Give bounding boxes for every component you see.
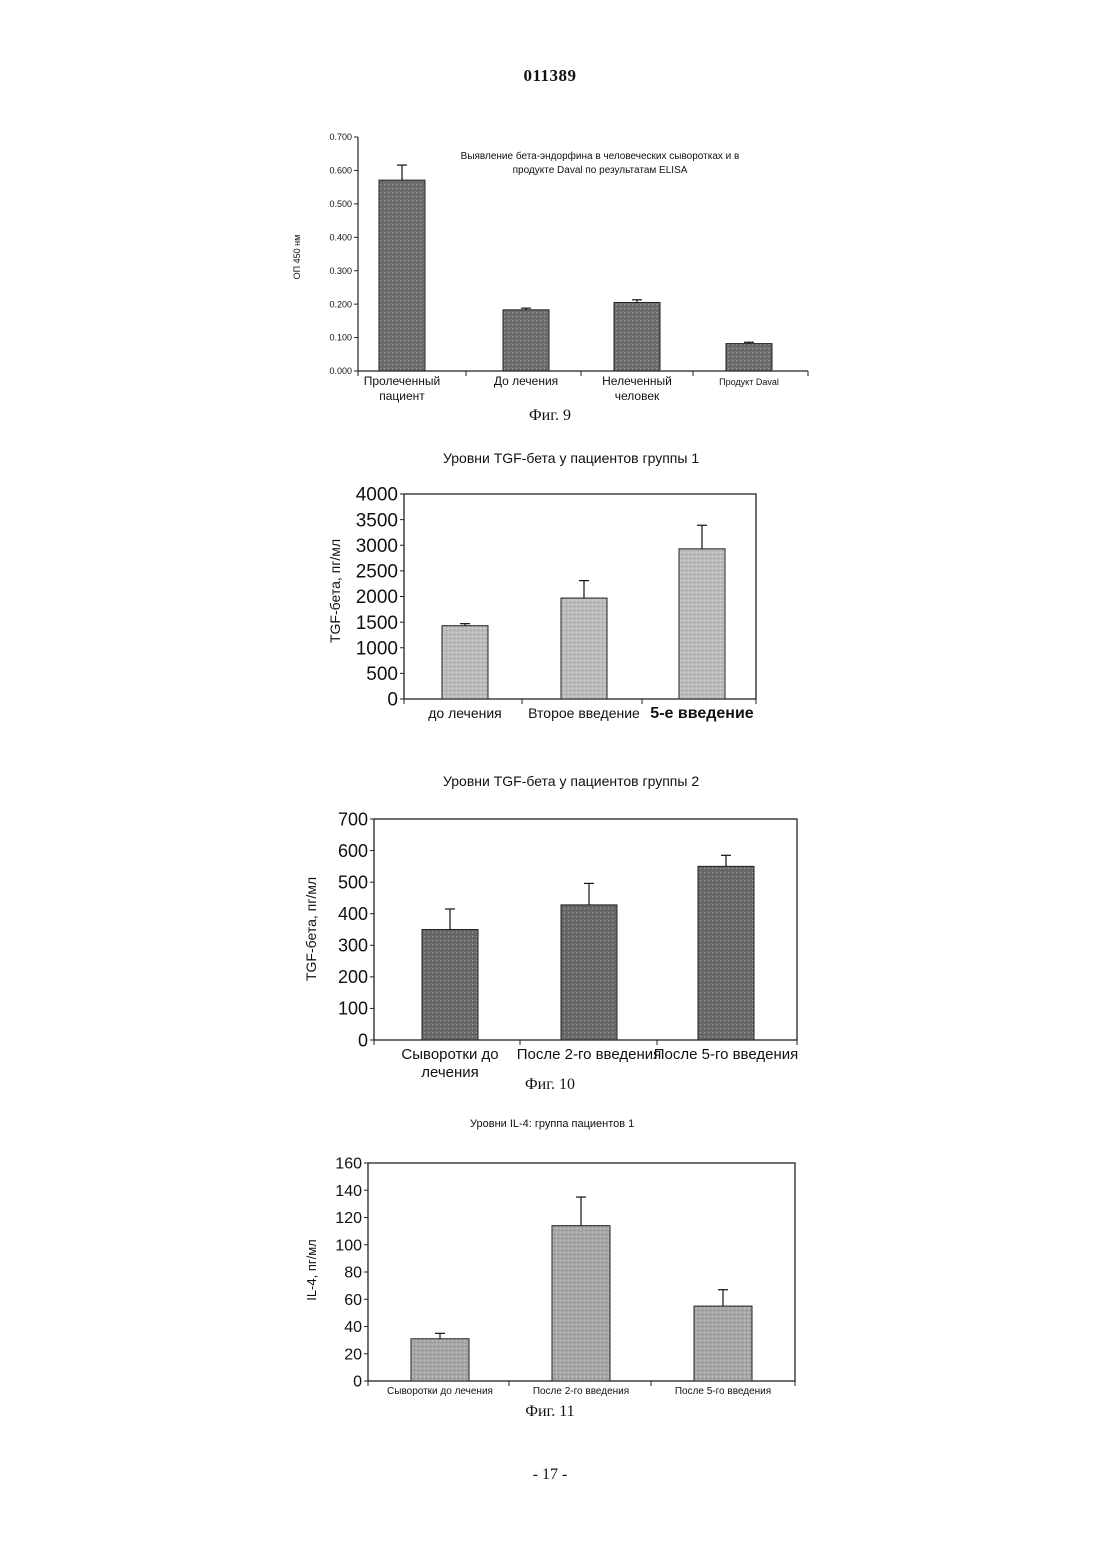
chart4-y-tick-label: 40 [344, 1319, 362, 1336]
chart4-y-tick-label: 100 [335, 1237, 362, 1254]
chart4-category-label: После 2-го введения [533, 1386, 629, 1397]
chart4-y-tick-label: 160 [335, 1156, 362, 1173]
chart4-y-tick-label: 140 [335, 1183, 362, 1200]
page-number: - 17 - [0, 1466, 1100, 1484]
chart4-category-label: Сыворотки до лечения [387, 1386, 493, 1397]
chart4-bar [694, 1306, 752, 1381]
chart4-y-axis-label: IL-4, пг/мл [304, 1239, 319, 1301]
chart4-y-tick-label: 60 [344, 1292, 362, 1309]
chart4-y-tick-label: 0 [353, 1374, 362, 1391]
chart4-bar [411, 1339, 469, 1381]
chart4-y-tick-label: 20 [344, 1346, 362, 1363]
chart4-bar [552, 1226, 610, 1381]
chart4-y-tick-label: 120 [335, 1210, 362, 1227]
figure-11-caption: Фиг. 11 [0, 1403, 1100, 1421]
il4-group1-bar-chart: 0 20 40 60 80 100 120 140 160 Сыворотки до лечени… [0, 0, 1100, 1556]
chart4-y-tick-label: 80 [344, 1265, 362, 1282]
chart4-category-label: После 5-го введения [675, 1386, 771, 1397]
